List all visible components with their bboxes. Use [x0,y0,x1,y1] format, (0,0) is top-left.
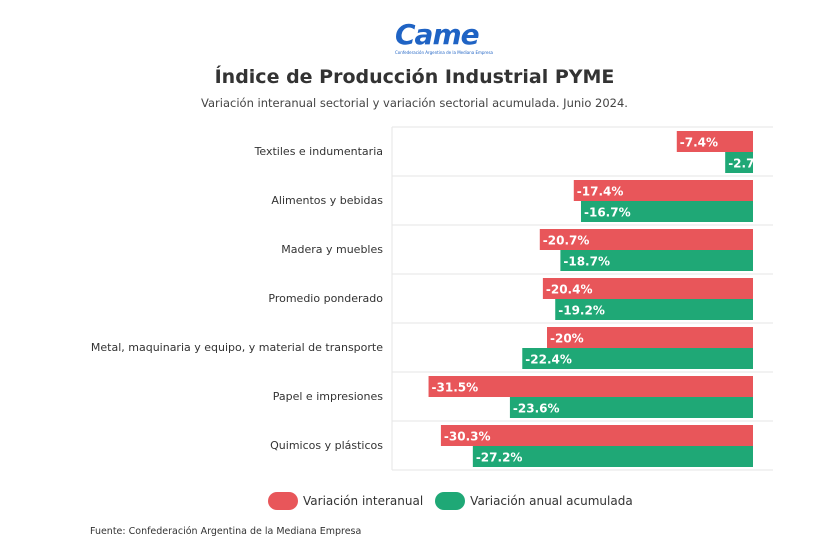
data-label: -7.4% [680,136,718,150]
logo-mark: Came [395,18,480,51]
legend-label-interanual: Variación interanual [303,494,424,508]
data-label: -18.7% [563,255,610,269]
bar-acumulada [555,299,753,320]
logo-text: Confederación Argentina de la Mediana Em… [395,50,493,55]
category-label: Promedio ponderado [268,292,383,305]
legend-label-acumulada: Variación anual acumulada [470,494,633,508]
data-label: -22.4% [525,353,572,367]
source-note: Fuente: Confederación Argentina de la Me… [90,526,362,537]
category-label: Textiles e indumentaria [254,145,383,158]
came-logo: Came Confederación Argentina de la Media… [395,18,493,66]
data-label: -30.3% [444,430,491,444]
legend: Variación interanual Variación anual acu… [268,492,645,510]
legend-swatch-acumulada [435,492,466,510]
chart-title: Índice de Producción Industrial PYME [214,66,615,88]
bar-interanual [676,131,753,152]
data-label: -2.7% [728,157,766,171]
data-label: -20.7% [543,234,590,248]
category-label: Alimentos y bebidas [271,194,383,207]
bar-acumulada [472,446,753,467]
chart-subtitle: Variación interanual sectorial y variaci… [201,96,628,110]
data-label: -20.4% [546,283,593,297]
bar-interanual [547,327,753,348]
bar-acumulada [725,152,753,173]
bar-interanual [573,180,753,201]
data-label: -20% [550,332,584,346]
bar-acumulada [560,250,753,271]
bar-interanual [428,376,753,397]
bar-interanual [542,278,753,299]
data-label: -16.7% [584,206,631,220]
data-label: -19.2% [558,304,605,318]
bar-interanual [440,425,753,446]
bar-interanual [539,229,753,250]
bar-acumulada [522,348,753,369]
legend-item-interanual[interactable]: Variación interanual [268,492,423,510]
legend-swatch-interanual [268,492,298,510]
data-label: -17.4% [577,185,624,199]
category-label: Quimicos y plásticos [270,439,383,452]
data-label: -31.5% [432,381,479,395]
bar-acumulada [509,397,753,418]
legend-item-acumulada[interactable]: Variación anual acumulada [435,492,633,510]
data-label: -23.6% [513,402,560,416]
category-label: Madera y muebles [281,243,383,256]
bar-acumulada [580,201,753,222]
category-label: Metal, maquinaria y equipo, y material d… [91,341,383,354]
category-label: Papel e impresiones [273,390,384,403]
data-label: -27.2% [476,451,523,465]
